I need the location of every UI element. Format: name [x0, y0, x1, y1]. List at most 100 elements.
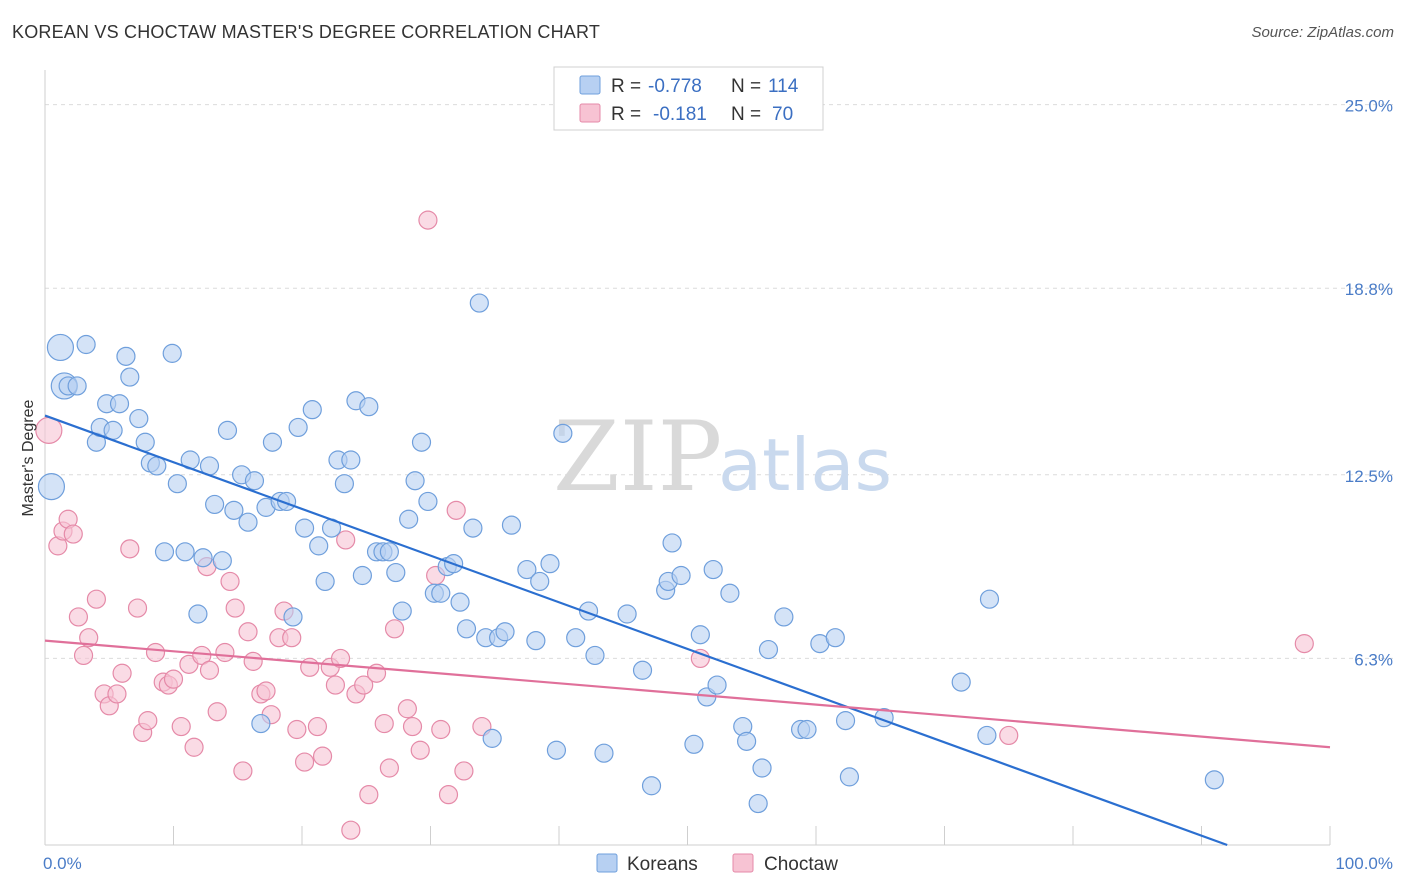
korean-point: [720, 583, 740, 603]
korean-point: [224, 500, 244, 520]
korean-point: [662, 533, 682, 553]
choctaw-point: [199, 660, 220, 680]
choctaw-point: [354, 675, 374, 695]
series-swatch-choctaw: [732, 853, 754, 873]
choctaw-point: [431, 719, 451, 740]
choctaw-point: [233, 761, 253, 781]
korean-point: [217, 420, 238, 440]
korean-point: [566, 628, 586, 648]
korean-point: [546, 740, 567, 760]
korean-point: [526, 631, 546, 651]
korean-point: [162, 343, 182, 363]
choctaw-point: [68, 607, 89, 627]
choctaw-point: [120, 539, 140, 559]
korean-point: [418, 491, 438, 512]
korean-point: [774, 607, 794, 627]
korean-point: [193, 548, 213, 568]
series-legend: Koreans Choctaw: [596, 853, 838, 875]
korean-point: [979, 589, 1000, 609]
choctaw-point: [79, 628, 99, 648]
choctaw-point: [184, 737, 204, 757]
choctaw-point: [330, 648, 351, 669]
korean-point: [288, 417, 308, 438]
choctaw-point: [207, 702, 227, 722]
korean-point: [205, 494, 225, 515]
y-tick-label: 18.8%: [1345, 280, 1393, 299]
korean-point: [752, 758, 772, 778]
choctaw-point: [225, 598, 245, 618]
korean-point: [671, 565, 691, 586]
y-tick-label: 25.0%: [1345, 97, 1393, 116]
korean-point: [690, 625, 710, 645]
choctaw-point: [379, 758, 399, 778]
legend-swatch-choctaw: [579, 103, 601, 123]
y-tick-labels: 6.3% 12.5% 18.8% 25.0%: [1345, 97, 1393, 670]
korean-point: [684, 734, 704, 754]
korean-point: [1204, 770, 1224, 790]
korean-point: [154, 542, 175, 562]
korean-point: [212, 551, 232, 571]
legend-r-label-choctaw: R =: [611, 104, 641, 125]
choctaw-point: [73, 645, 94, 666]
korean-point: [469, 293, 489, 313]
choctaw-point: [999, 725, 1019, 746]
choctaw-point: [294, 752, 315, 772]
korean-point: [238, 512, 258, 532]
korean-point: [839, 767, 860, 787]
korean-point: [585, 645, 605, 666]
choctaw-point: [256, 681, 276, 701]
choctaw-point: [410, 740, 430, 760]
series-label-choctaw: Choctaw: [764, 854, 838, 875]
korean-point: [294, 518, 315, 538]
korean-point: [251, 713, 271, 734]
choctaw-point: [127, 598, 148, 618]
korean-point: [175, 542, 195, 562]
korean-point: [76, 334, 96, 355]
choctaw-point: [402, 716, 423, 737]
korean-point: [244, 471, 265, 491]
series-label-koreans: Koreans: [627, 854, 698, 875]
korean-point: [37, 473, 66, 501]
choctaw-point: [163, 669, 184, 689]
legend-r-label-koreans: R =: [611, 76, 641, 97]
y-tick-label: 6.3%: [1354, 650, 1393, 669]
korean-point: [450, 592, 470, 612]
korean-point: [456, 619, 477, 639]
korean-point: [262, 432, 283, 452]
korean-point: [540, 554, 560, 574]
legend-n-value-koreans: 114: [768, 76, 799, 97]
korean-point: [302, 400, 322, 420]
y-axis-title: Master's Degree: [20, 399, 37, 516]
korean-point: [530, 571, 550, 592]
korean-point: [748, 793, 768, 814]
korean-point: [188, 604, 208, 624]
korean-point: [431, 583, 451, 603]
korean-points: [37, 293, 1224, 814]
watermark-zip: ZIP: [553, 401, 722, 513]
choctaw-point: [282, 628, 302, 648]
korean-point: [116, 346, 136, 366]
korean-point: [501, 515, 522, 535]
series-swatch-koreans: [596, 853, 618, 873]
korean-point: [386, 562, 406, 583]
korean-point: [283, 607, 303, 627]
korean-point: [463, 518, 483, 538]
korean-point: [352, 565, 372, 586]
korean-point: [797, 719, 817, 740]
legend-n-label-koreans: N =: [731, 76, 761, 97]
korean-point: [835, 711, 856, 731]
choctaw-point: [312, 746, 333, 766]
choctaw-point: [107, 684, 127, 704]
legend-swatch-koreans: [579, 75, 601, 95]
korean-point: [703, 559, 723, 580]
choctaw-point: [446, 500, 466, 520]
korean-point: [399, 509, 419, 529]
korean-point: [825, 628, 845, 648]
choctaw-point: [325, 675, 346, 695]
choctaw-point: [374, 713, 394, 734]
korean-trend-line: [44, 414, 1228, 847]
legend-r-value-choctaw: -0.181: [653, 104, 707, 125]
korean-point: [341, 450, 361, 470]
choctaw-point: [307, 716, 328, 737]
korean-point: [617, 604, 637, 624]
